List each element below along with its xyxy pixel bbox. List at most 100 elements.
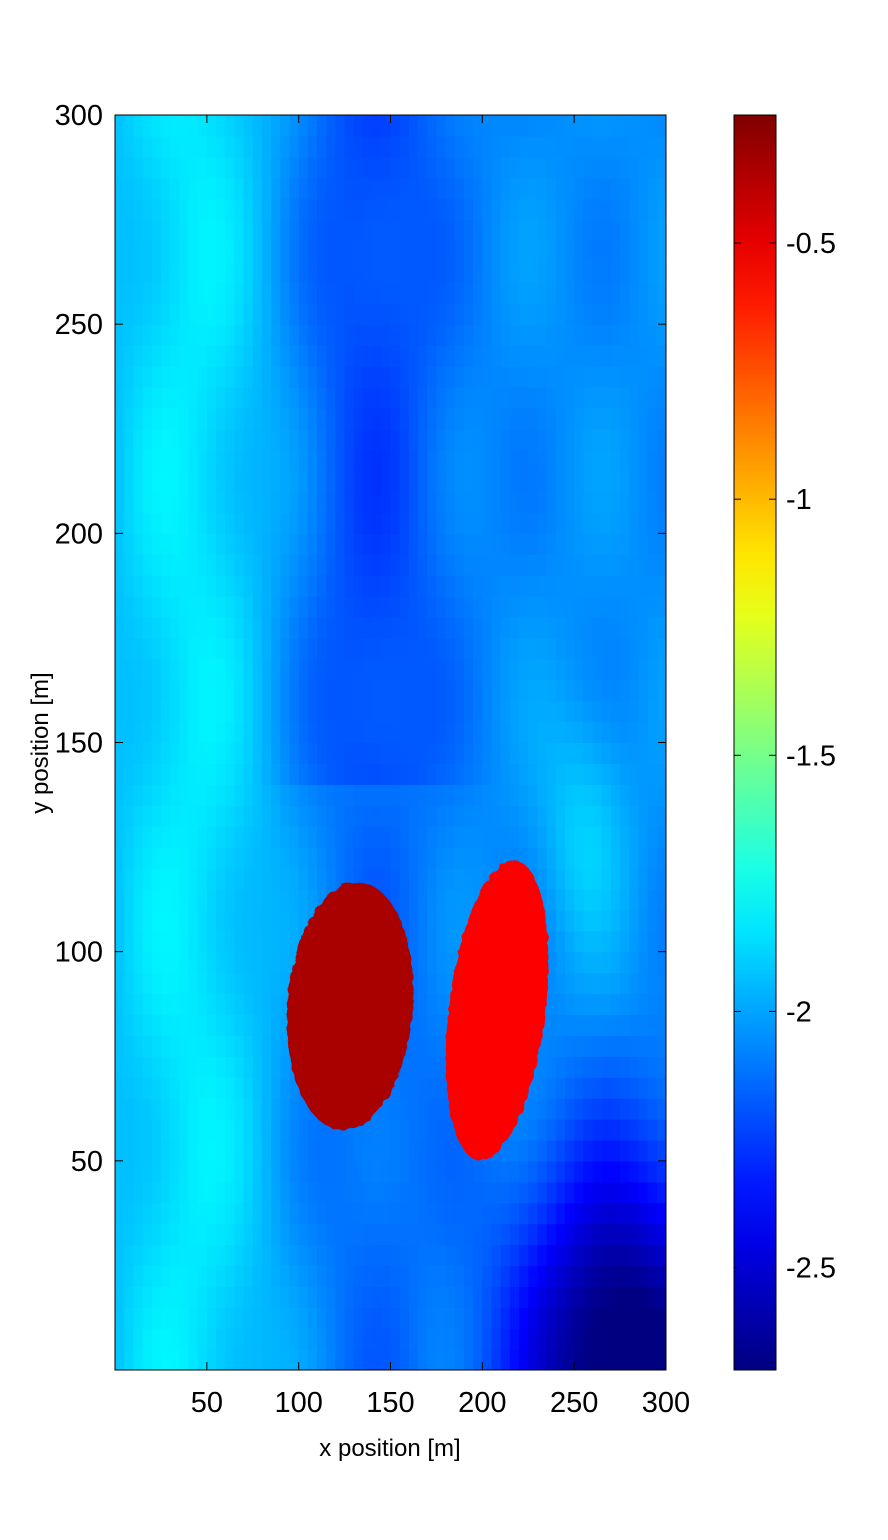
heatmap-cell (656, 386, 666, 409)
heatmap-cell (151, 721, 162, 744)
heatmap-cell (418, 1035, 428, 1057)
heatmap-cell (620, 345, 630, 367)
heatmap-cell (408, 533, 419, 555)
heatmap-cell (564, 679, 575, 702)
heatmap-cell (574, 868, 584, 890)
heatmap-cell (197, 1307, 208, 1329)
heatmap-cell (564, 1098, 575, 1120)
heatmap-cell (317, 888, 327, 911)
heatmap-cell (160, 993, 171, 1016)
heatmap-cell (179, 888, 190, 911)
heatmap-cell (500, 658, 511, 681)
heatmap-cell (298, 826, 309, 848)
heatmap-cell (234, 1202, 245, 1225)
heatmap-cell (546, 407, 557, 430)
heatmap-cell (381, 805, 392, 827)
heatmap-cell (133, 449, 144, 472)
heatmap-cell (261, 700, 272, 723)
heatmap-cell (463, 679, 474, 702)
heatmap-cell (528, 1160, 539, 1183)
heatmap-cell (601, 219, 612, 242)
heatmap-cell (216, 324, 226, 346)
heatmap-cell (528, 1181, 539, 1204)
heatmap-cell (564, 993, 575, 1016)
heatmap-cell (353, 1244, 364, 1267)
heatmap-cell (206, 972, 217, 995)
heatmap-cell (243, 700, 254, 723)
heatmap-cell (601, 993, 612, 1016)
heatmap-cell (555, 700, 566, 723)
heatmap-cell (216, 115, 226, 137)
heatmap-cell (546, 805, 557, 827)
heatmap-cell (528, 177, 539, 200)
heatmap-cell (436, 742, 447, 765)
heatmap-cell (528, 1349, 539, 1370)
heatmap-cell (546, 1328, 557, 1350)
heatmap-cell (427, 282, 438, 304)
heatmap-cell (473, 1202, 483, 1225)
heatmap-cell (610, 1349, 621, 1370)
heatmap-cell (372, 1139, 382, 1162)
heatmap-cell (142, 930, 153, 953)
heatmap-cell (206, 428, 217, 451)
heatmap-cell (335, 1139, 346, 1162)
heatmap-cell (418, 115, 428, 137)
heatmap-cell (381, 575, 392, 597)
heatmap-cell (445, 240, 456, 263)
heatmap-cell (271, 1202, 281, 1225)
heatmap-cell (252, 366, 263, 388)
heatmap-cell (574, 742, 584, 765)
heatmap-cell (656, 826, 666, 848)
heatmap-cell (408, 282, 419, 304)
heatmap-cell (289, 1098, 300, 1120)
heatmap-cell (344, 721, 355, 744)
heatmap-cell (133, 428, 144, 451)
heatmap-cell (555, 324, 566, 346)
heatmap-cell (574, 366, 584, 388)
heatmap-cell (656, 596, 666, 618)
heatmap-cell (408, 115, 419, 137)
heatmap-cell (234, 805, 245, 827)
heatmap-cell (564, 240, 575, 263)
colorbar-tick-label: -2.5 (786, 1253, 836, 1285)
heatmap-cell (454, 868, 465, 890)
heatmap-cell (436, 1014, 447, 1036)
heatmap-cell (188, 721, 199, 744)
heatmap-cell (528, 1139, 539, 1162)
heatmap-cell (115, 407, 125, 430)
heatmap-cell (133, 386, 144, 409)
heatmap-cell (344, 679, 355, 702)
heatmap-cell (188, 805, 199, 827)
heatmap-cell (509, 826, 520, 848)
heatmap-cell (188, 1286, 199, 1308)
heatmap-cell (509, 742, 520, 765)
heatmap-cell (601, 805, 612, 827)
heatmap-cell (427, 1265, 438, 1287)
heatmap-cell (344, 449, 355, 472)
heatmap-cell (583, 679, 594, 702)
heatmap-cell (261, 679, 272, 702)
heatmap-cell (372, 847, 382, 869)
heatmap-cell (445, 1244, 456, 1267)
heatmap-cell (225, 1202, 235, 1225)
heatmap-cell (574, 784, 584, 806)
heatmap-cell (234, 198, 245, 221)
heatmap-cell (574, 177, 584, 200)
heatmap-cell (362, 324, 373, 346)
heatmap-cell (372, 1202, 382, 1225)
heatmap-cell (519, 156, 529, 179)
heatmap-cell (656, 1077, 666, 1099)
heatmap-cell (491, 554, 502, 576)
heatmap-cell (537, 763, 548, 785)
heatmap-cell (160, 428, 171, 451)
heatmap-cell (546, 868, 557, 890)
heatmap-cell (142, 909, 153, 932)
heatmap-cell (436, 679, 447, 702)
heatmap-cell (638, 1056, 649, 1078)
heatmap-cell (610, 261, 621, 283)
heatmap-cell (188, 407, 199, 430)
heatmap-cell (298, 366, 309, 388)
heatmap-cell (564, 1077, 575, 1099)
heatmap-cell (133, 909, 144, 932)
heatmap-cell (436, 156, 447, 179)
